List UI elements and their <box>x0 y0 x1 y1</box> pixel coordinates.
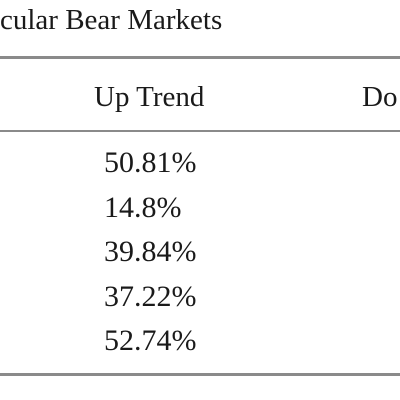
table-cell: 14.8% <box>104 190 182 224</box>
table-cell: 52.74% <box>104 324 197 357</box>
column-header: Up Trend <box>94 81 205 113</box>
table-cell: 50.81% <box>104 146 197 179</box>
top-rule <box>0 56 400 59</box>
bottom-rule <box>0 373 400 376</box>
table-title: cular Bear Markets <box>0 4 223 36</box>
table-cell: 39.84% <box>104 235 197 268</box>
header-rule <box>0 130 400 132</box>
column-header: Do <box>362 81 398 113</box>
table-cell: 37.22% <box>104 279 197 313</box>
